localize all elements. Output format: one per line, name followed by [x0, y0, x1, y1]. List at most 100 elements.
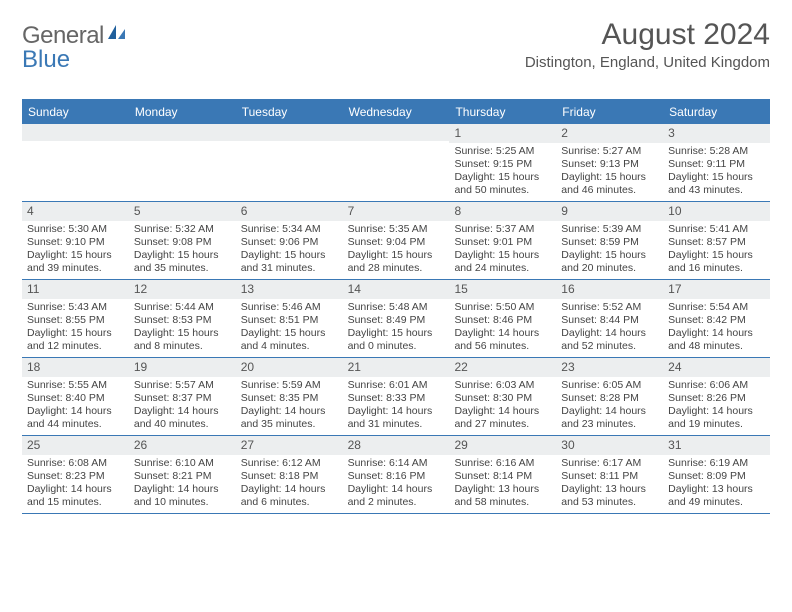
- sunrise-text: Sunrise: 6:19 AM: [668, 457, 766, 470]
- sunset-text: Sunset: 8:42 PM: [668, 314, 766, 327]
- daylight-text: Daylight: 15 hours and 46 minutes.: [561, 171, 659, 197]
- day-number: 9: [556, 202, 663, 221]
- sunrise-text: Sunrise: 5:37 AM: [454, 223, 552, 236]
- calendar-day-cell: 6Sunrise: 5:34 AMSunset: 9:06 PMDaylight…: [236, 202, 343, 279]
- weeks-container: 1Sunrise: 5:25 AMSunset: 9:15 PMDaylight…: [22, 124, 770, 514]
- day-details: Sunrise: 5:44 AMSunset: 8:53 PMDaylight:…: [129, 299, 236, 357]
- calendar-day-cell: 25Sunrise: 6:08 AMSunset: 8:23 PMDayligh…: [22, 436, 129, 513]
- calendar-day-cell: 16Sunrise: 5:52 AMSunset: 8:44 PMDayligh…: [556, 280, 663, 357]
- day-number: 29: [449, 436, 556, 455]
- calendar-week-row: 25Sunrise: 6:08 AMSunset: 8:23 PMDayligh…: [22, 436, 770, 514]
- weekday-header: Monday: [129, 101, 236, 124]
- weekday-header-row: Sunday Monday Tuesday Wednesday Thursday…: [22, 101, 770, 124]
- calendar-day-cell: 24Sunrise: 6:06 AMSunset: 8:26 PMDayligh…: [663, 358, 770, 435]
- sunrise-text: Sunrise: 6:14 AM: [348, 457, 446, 470]
- daylight-text: Daylight: 15 hours and 20 minutes.: [561, 249, 659, 275]
- calendar-day-cell: 28Sunrise: 6:14 AMSunset: 8:16 PMDayligh…: [343, 436, 450, 513]
- daylight-text: Daylight: 14 hours and 15 minutes.: [27, 483, 125, 509]
- calendar-day-cell: 15Sunrise: 5:50 AMSunset: 8:46 PMDayligh…: [449, 280, 556, 357]
- day-details: Sunrise: 5:28 AMSunset: 9:11 PMDaylight:…: [663, 143, 770, 201]
- calendar-day-cell: 17Sunrise: 5:54 AMSunset: 8:42 PMDayligh…: [663, 280, 770, 357]
- sunrise-text: Sunrise: 5:48 AM: [348, 301, 446, 314]
- daylight-text: Daylight: 14 hours and 35 minutes.: [241, 405, 339, 431]
- sunset-text: Sunset: 9:11 PM: [668, 158, 766, 171]
- calendar-day-cell: 21Sunrise: 6:01 AMSunset: 8:33 PMDayligh…: [343, 358, 450, 435]
- calendar-day-cell: 7Sunrise: 5:35 AMSunset: 9:04 PMDaylight…: [343, 202, 450, 279]
- calendar-day-cell: 10Sunrise: 5:41 AMSunset: 8:57 PMDayligh…: [663, 202, 770, 279]
- day-number: 23: [556, 358, 663, 377]
- day-number: 4: [22, 202, 129, 221]
- calendar-day-cell: 9Sunrise: 5:39 AMSunset: 8:59 PMDaylight…: [556, 202, 663, 279]
- sunrise-text: Sunrise: 6:05 AM: [561, 379, 659, 392]
- daylight-text: Daylight: 14 hours and 40 minutes.: [134, 405, 232, 431]
- day-details: Sunrise: 6:06 AMSunset: 8:26 PMDaylight:…: [663, 377, 770, 435]
- calendar-day-cell: 1Sunrise: 5:25 AMSunset: 9:15 PMDaylight…: [449, 124, 556, 201]
- day-details: Sunrise: 6:10 AMSunset: 8:21 PMDaylight:…: [129, 455, 236, 513]
- daylight-text: Daylight: 15 hours and 16 minutes.: [668, 249, 766, 275]
- daylight-text: Daylight: 15 hours and 24 minutes.: [454, 249, 552, 275]
- day-details: Sunrise: 5:39 AMSunset: 8:59 PMDaylight:…: [556, 221, 663, 279]
- day-details: Sunrise: 6:12 AMSunset: 8:18 PMDaylight:…: [236, 455, 343, 513]
- day-number: 12: [129, 280, 236, 299]
- day-details: Sunrise: 5:46 AMSunset: 8:51 PMDaylight:…: [236, 299, 343, 357]
- day-details: Sunrise: 5:37 AMSunset: 9:01 PMDaylight:…: [449, 221, 556, 279]
- sunset-text: Sunset: 9:01 PM: [454, 236, 552, 249]
- sunset-text: Sunset: 9:06 PM: [241, 236, 339, 249]
- daylight-text: Daylight: 15 hours and 0 minutes.: [348, 327, 446, 353]
- daylight-text: Daylight: 14 hours and 48 minutes.: [668, 327, 766, 353]
- weekday-header: Saturday: [663, 101, 770, 124]
- day-number: 18: [22, 358, 129, 377]
- calendar-day-cell: 18Sunrise: 5:55 AMSunset: 8:40 PMDayligh…: [22, 358, 129, 435]
- day-number: 21: [343, 358, 450, 377]
- day-number: [343, 124, 450, 141]
- day-details: [22, 141, 129, 147]
- day-number: 19: [129, 358, 236, 377]
- sunrise-text: Sunrise: 5:43 AM: [27, 301, 125, 314]
- day-details: Sunrise: 5:59 AMSunset: 8:35 PMDaylight:…: [236, 377, 343, 435]
- weekday-header: Sunday: [22, 101, 129, 124]
- sunset-text: Sunset: 9:04 PM: [348, 236, 446, 249]
- calendar-day-cell: 12Sunrise: 5:44 AMSunset: 8:53 PMDayligh…: [129, 280, 236, 357]
- weekday-header: Tuesday: [236, 101, 343, 124]
- sunset-text: Sunset: 8:30 PM: [454, 392, 552, 405]
- calendar-week-row: 18Sunrise: 5:55 AMSunset: 8:40 PMDayligh…: [22, 358, 770, 436]
- day-number: [236, 124, 343, 141]
- day-number: 30: [556, 436, 663, 455]
- calendar-day-cell: 19Sunrise: 5:57 AMSunset: 8:37 PMDayligh…: [129, 358, 236, 435]
- calendar-page: General August 2024 Distington, England,…: [0, 0, 792, 612]
- day-details: Sunrise: 6:03 AMSunset: 8:30 PMDaylight:…: [449, 377, 556, 435]
- daylight-text: Daylight: 14 hours and 2 minutes.: [348, 483, 446, 509]
- sunrise-text: Sunrise: 5:41 AM: [668, 223, 766, 236]
- day-number: [22, 124, 129, 141]
- day-number: 20: [236, 358, 343, 377]
- day-details: Sunrise: 5:43 AMSunset: 8:55 PMDaylight:…: [22, 299, 129, 357]
- day-number: 10: [663, 202, 770, 221]
- calendar-day-cell: [236, 124, 343, 201]
- sunset-text: Sunset: 8:49 PM: [348, 314, 446, 327]
- day-details: Sunrise: 5:57 AMSunset: 8:37 PMDaylight:…: [129, 377, 236, 435]
- day-details: Sunrise: 6:16 AMSunset: 8:14 PMDaylight:…: [449, 455, 556, 513]
- header: General August 2024 Distington, England,…: [22, 18, 770, 71]
- calendar-day-cell: 11Sunrise: 5:43 AMSunset: 8:55 PMDayligh…: [22, 280, 129, 357]
- sunrise-text: Sunrise: 5:39 AM: [561, 223, 659, 236]
- day-details: Sunrise: 5:54 AMSunset: 8:42 PMDaylight:…: [663, 299, 770, 357]
- day-number: 5: [129, 202, 236, 221]
- sunrise-text: Sunrise: 5:34 AM: [241, 223, 339, 236]
- day-details: [343, 141, 450, 147]
- daylight-text: Daylight: 15 hours and 28 minutes.: [348, 249, 446, 275]
- day-details: Sunrise: 5:34 AMSunset: 9:06 PMDaylight:…: [236, 221, 343, 279]
- sunset-text: Sunset: 9:10 PM: [27, 236, 125, 249]
- location-label: Distington, England, United Kingdom: [525, 54, 770, 71]
- day-details: Sunrise: 5:30 AMSunset: 9:10 PMDaylight:…: [22, 221, 129, 279]
- sunrise-text: Sunrise: 5:54 AM: [668, 301, 766, 314]
- daylight-text: Daylight: 15 hours and 4 minutes.: [241, 327, 339, 353]
- day-number: 24: [663, 358, 770, 377]
- sunset-text: Sunset: 8:51 PM: [241, 314, 339, 327]
- sunrise-text: Sunrise: 6:17 AM: [561, 457, 659, 470]
- calendar-day-cell: 14Sunrise: 5:48 AMSunset: 8:49 PMDayligh…: [343, 280, 450, 357]
- daylight-text: Daylight: 14 hours and 23 minutes.: [561, 405, 659, 431]
- daylight-text: Daylight: 15 hours and 35 minutes.: [134, 249, 232, 275]
- day-number: 31: [663, 436, 770, 455]
- calendar-day-cell: [343, 124, 450, 201]
- sunrise-text: Sunrise: 6:01 AM: [348, 379, 446, 392]
